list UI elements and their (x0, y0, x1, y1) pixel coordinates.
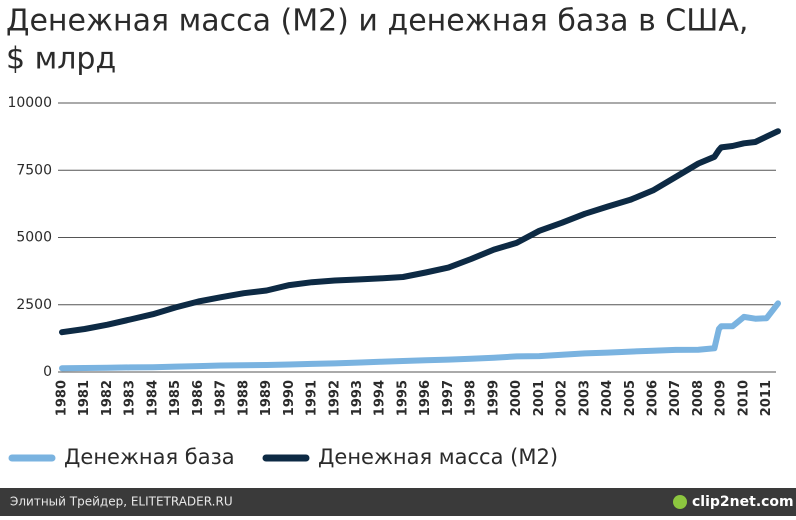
x-tick-label: 1994 (373, 380, 388, 416)
y-tick-label: 2500 (16, 297, 52, 313)
x-tick-label: 2005 (623, 380, 638, 416)
x-tick-label: 2002 (555, 380, 570, 416)
x-tick-label: 1980 (55, 380, 70, 416)
y-tick-label: 0 (43, 364, 52, 380)
x-tick-label: 1982 (100, 380, 115, 416)
x-tick-label: 1987 (214, 380, 229, 416)
x-tick-label: 2006 (645, 380, 660, 416)
x-tick-label: 1993 (350, 380, 365, 416)
chart-title: Денежная масса (M2) и денежная база в СШ… (6, 4, 748, 39)
x-tick-label: 2001 (532, 380, 547, 416)
brand-icon (673, 495, 687, 509)
x-tick-label: 1989 (259, 380, 274, 416)
x-tick-label: 1988 (236, 380, 251, 416)
footer-bar (0, 488, 796, 516)
legend-label: Денежная база (64, 445, 235, 469)
x-tick-label: 1984 (145, 380, 160, 416)
x-tick-label: 1997 (441, 380, 456, 416)
x-tick-label: 2009 (714, 380, 729, 416)
x-tick-label: 2011 (759, 380, 774, 416)
y-tick-label: 10000 (7, 95, 52, 111)
footer-source: Элитный Трейдер, ELITETRADER.RU (10, 495, 233, 509)
y-tick-label: 5000 (16, 230, 52, 246)
x-tick-label: 2007 (668, 380, 683, 416)
x-tick-label: 1990 (282, 380, 297, 416)
x-tick-label: 1992 (327, 380, 342, 416)
x-tick-label: 1995 (395, 380, 410, 416)
y-tick-label: 7500 (16, 162, 52, 178)
x-tick-label: 2010 (736, 380, 751, 416)
chart-title: $ млрд (6, 42, 116, 77)
x-tick-label: 1985 (168, 380, 183, 416)
x-tick-label: 1998 (464, 380, 479, 416)
x-tick-label: 2004 (600, 380, 615, 416)
x-tick-label: 1986 (191, 380, 206, 416)
x-tick-label: 2000 (509, 380, 524, 416)
x-tick-label: 1983 (123, 380, 138, 416)
x-tick-label: 1999 (486, 380, 501, 416)
x-tick-label: 2003 (577, 380, 592, 416)
x-tick-label: 2008 (691, 380, 706, 416)
x-tick-label: 1996 (418, 380, 433, 416)
legend-label: Денежная масса (M2) (318, 445, 558, 469)
x-tick-label: 1981 (77, 380, 92, 416)
series-line (59, 128, 781, 336)
series-line (59, 300, 781, 372)
x-tick-label: 1991 (305, 380, 320, 416)
footer-brand[interactable]: clip2net.com (692, 494, 794, 510)
